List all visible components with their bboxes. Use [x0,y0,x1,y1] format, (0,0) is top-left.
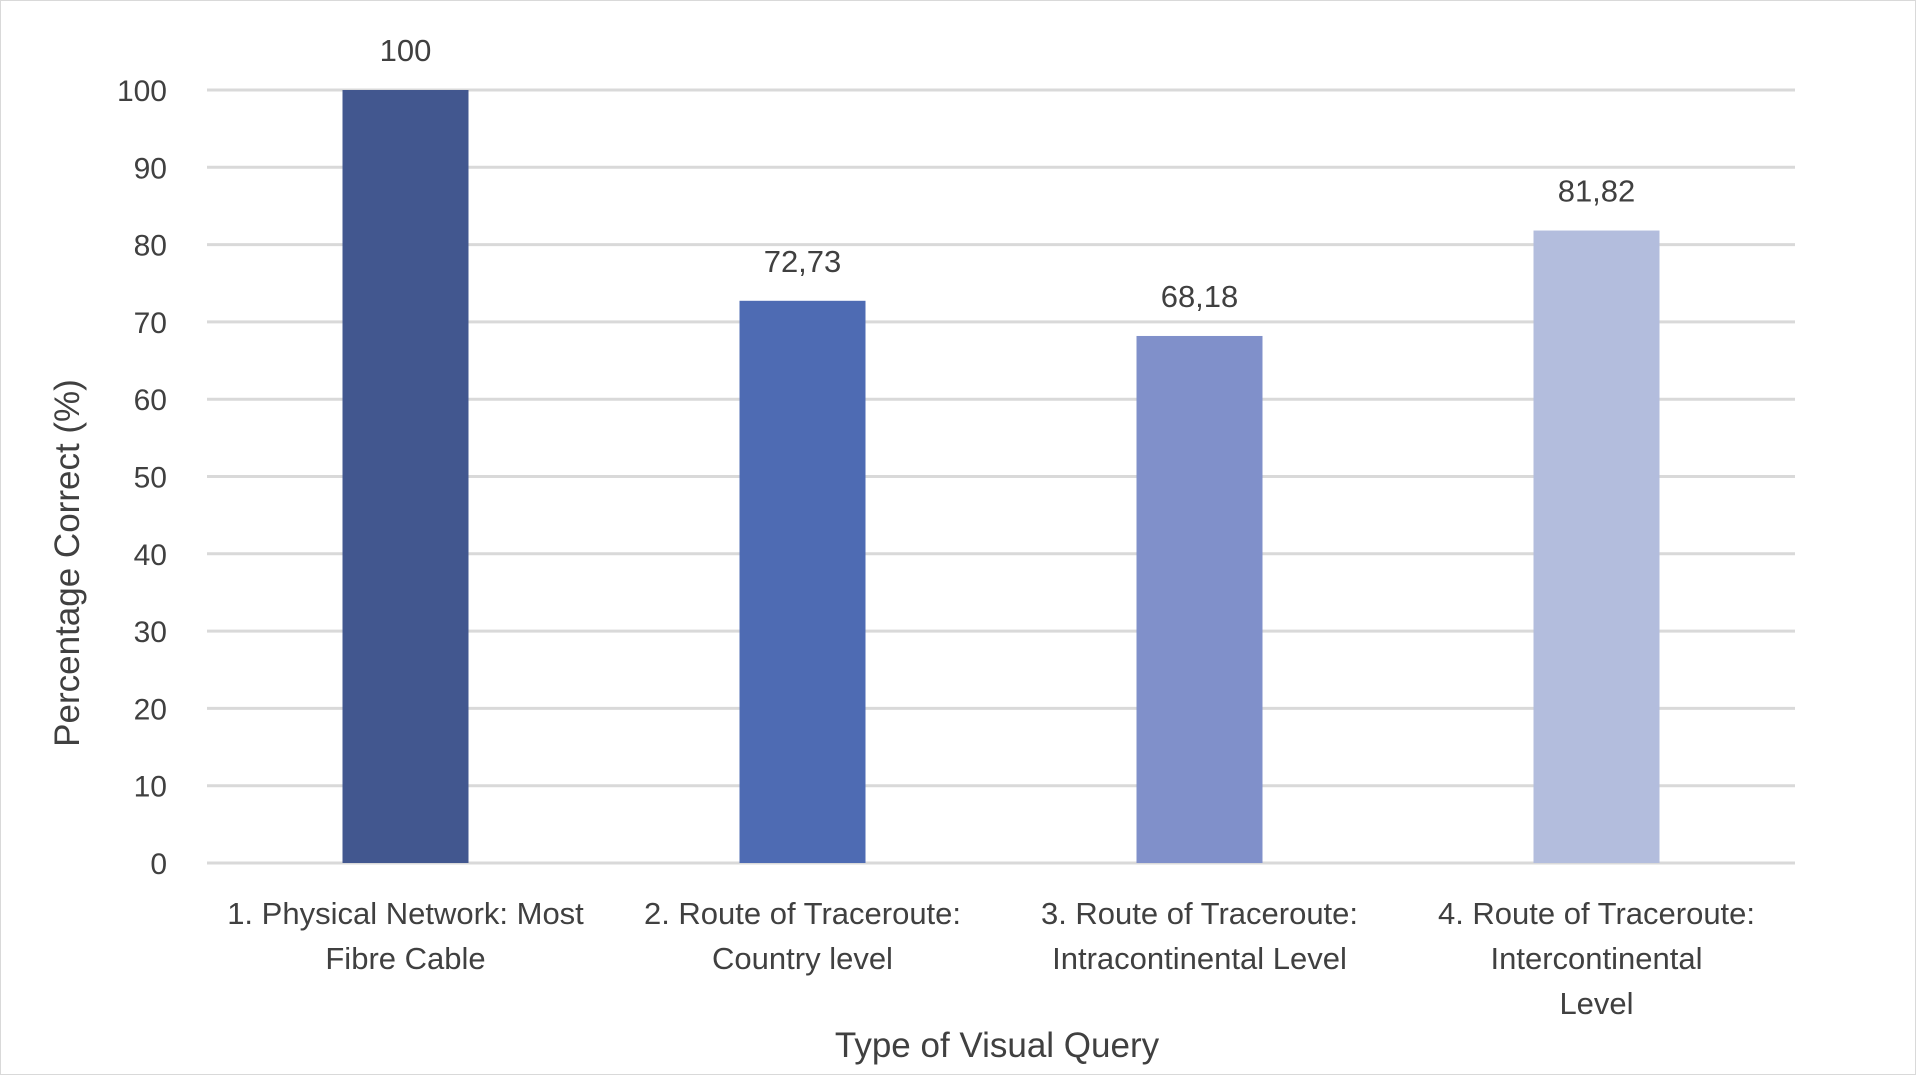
bars [342,90,1660,864]
y-tick-label: 0 [150,848,167,881]
x-category-label: 1. Physical Network: Most [227,896,584,931]
x-category-label: 2. Route of Traceroute: [644,896,961,931]
x-category-label: Intercontinental [1491,941,1703,976]
x-category-label: 4. Route of Traceroute: [1438,896,1755,931]
x-category-label: Fibre Cable [325,941,485,976]
x-category-label: Country level [712,941,893,976]
x-category-label: Level [1559,986,1633,1021]
x-category-label: Intracontinental Level [1052,941,1347,976]
bar [1136,335,1263,863]
bar [342,90,469,863]
y-tick-label: 60 [134,384,167,417]
y-tick-label: 40 [134,539,167,572]
y-axis-tick-labels: 0 10 20 30 40 50 60 70 80 90 100 [117,75,167,881]
data-label: 81,82 [1558,174,1636,209]
x-axis-category-labels: 1. Physical Network: Most Fibre Cable 2. R… [227,896,1755,1021]
bar [739,300,866,863]
data-label: 68,18 [1161,279,1239,314]
data-label: 100 [380,33,432,68]
y-tick-label: 100 [117,75,167,108]
y-axis-title: Percentage Correct (%) [48,379,87,747]
data-labels: 100 72,73 68,18 81,82 [380,33,1636,314]
bar [1533,230,1660,864]
x-category-label: 3. Route of Traceroute: [1041,896,1358,931]
y-tick-label: 70 [134,307,167,340]
y-tick-label: 90 [134,152,167,185]
y-tick-label: 80 [134,230,167,263]
y-tick-label: 20 [134,693,167,726]
y-tick-label: 30 [134,616,167,649]
y-tick-label: 50 [134,462,167,495]
data-label: 72,73 [764,244,842,279]
x-axis-title: Type of Visual Query [835,1026,1160,1065]
gridlines [207,88,1795,865]
y-tick-label: 10 [134,771,167,804]
